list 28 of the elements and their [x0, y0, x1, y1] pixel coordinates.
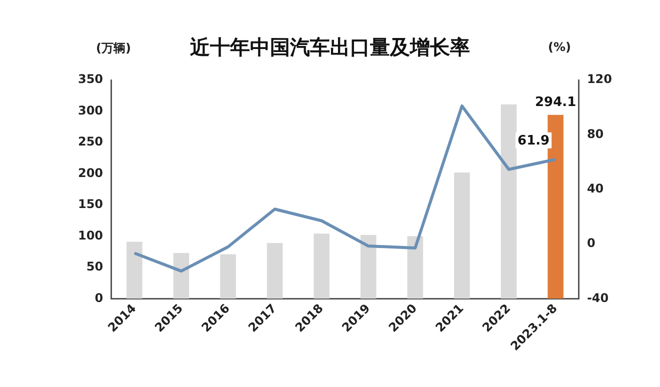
y2-axis-title: (%) — [548, 40, 571, 54]
bar — [126, 242, 142, 299]
y-tick-label: 350 — [78, 72, 104, 86]
y2-tick-label: 120 — [586, 72, 612, 86]
chart-title: 近十年中国汽车出口量及增长率 — [190, 35, 470, 59]
bar — [548, 114, 564, 299]
bar — [266, 243, 283, 299]
y2-tick-label: 40 — [586, 181, 604, 196]
y2-tick-label: -40 — [586, 290, 609, 305]
y-axis-title: (万辆) — [96, 40, 131, 57]
y2-tick-label: 0 — [586, 236, 596, 250]
y-tick-label: 50 — [86, 260, 104, 274]
y-tick-label: 100 — [78, 228, 104, 242]
bar — [360, 234, 376, 299]
data-label: 294.1 — [534, 94, 576, 110]
bar — [314, 234, 330, 299]
bar — [407, 236, 424, 299]
bar — [454, 172, 470, 299]
bar — [173, 253, 190, 299]
y-tick-label: 250 — [78, 134, 104, 149]
data-label: 61.9 — [518, 133, 550, 148]
y-tick-label: 150 — [78, 197, 104, 212]
y-tick-label: 300 — [78, 103, 104, 118]
y-tick-label: 200 — [78, 166, 104, 180]
bar — [220, 254, 236, 299]
bar — [500, 104, 517, 299]
y-tick-label: 0 — [94, 290, 104, 305]
y2-tick-label: 80 — [586, 126, 604, 141]
